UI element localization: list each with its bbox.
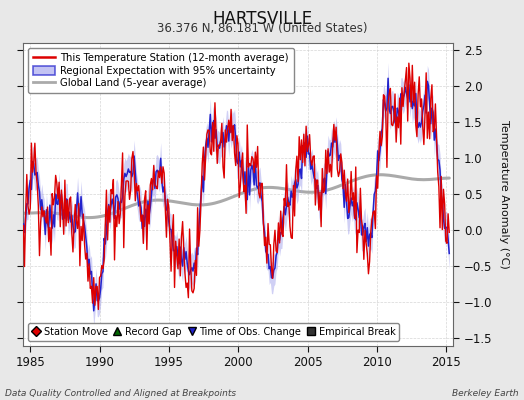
Text: Data Quality Controlled and Aligned at Breakpoints: Data Quality Controlled and Aligned at B… (5, 389, 236, 398)
Y-axis label: Temperature Anomaly (°C): Temperature Anomaly (°C) (499, 120, 509, 269)
Text: 36.376 N, 86.181 W (United States): 36.376 N, 86.181 W (United States) (157, 22, 367, 35)
Legend: Station Move, Record Gap, Time of Obs. Change, Empirical Break: Station Move, Record Gap, Time of Obs. C… (28, 323, 399, 341)
Text: HARTSVILLE: HARTSVILLE (212, 10, 312, 28)
Text: Berkeley Earth: Berkeley Earth (452, 389, 519, 398)
